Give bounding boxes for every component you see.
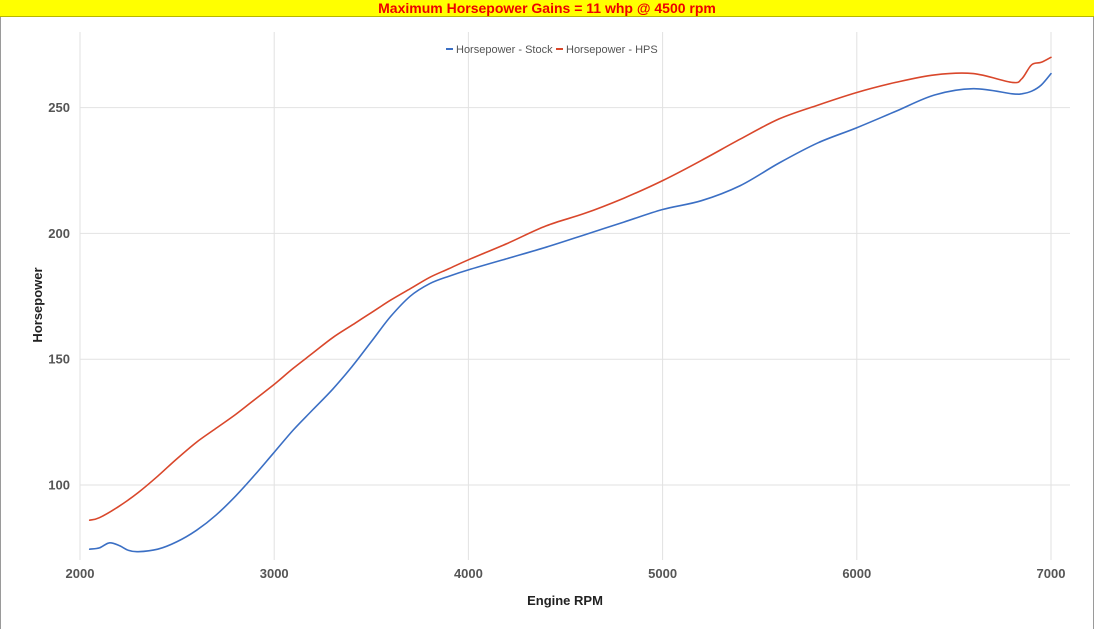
y-tick-label: 100 [48, 478, 70, 493]
x-axis-ticks: 2000 3000 4000 5000 6000 7000 [66, 566, 1066, 581]
x-tick-label: 4000 [454, 566, 483, 581]
y-axis-ticks: 100 150 200 250 [48, 100, 70, 492]
series-lines [88, 56, 1052, 553]
x-tick-label: 2000 [66, 566, 95, 581]
series-line-stock [88, 72, 1052, 553]
legend-label-stock: Horsepower - Stock [456, 44, 553, 56]
x-tick-label: 6000 [842, 566, 871, 581]
x-tick-label: 3000 [260, 566, 289, 581]
legend-label-hps: Horsepower - HPS [566, 44, 658, 56]
y-axis-title: Horsepower [30, 267, 45, 342]
x-tick-label: 5000 [648, 566, 677, 581]
y-tick-label: 150 [48, 352, 70, 367]
legend: Horsepower - Stock Horsepower - HPS [446, 44, 658, 56]
series-line-hps [88, 56, 1052, 521]
y-tick-label: 250 [48, 100, 70, 115]
grid-lines [79, 32, 1070, 560]
x-axis-title: Engine RPM [527, 593, 603, 608]
y-tick-label: 200 [48, 226, 70, 241]
x-tick-label: 7000 [1037, 566, 1066, 581]
gains-banner: Maximum Horsepower Gains = 11 whp @ 4500… [0, 0, 1094, 17]
